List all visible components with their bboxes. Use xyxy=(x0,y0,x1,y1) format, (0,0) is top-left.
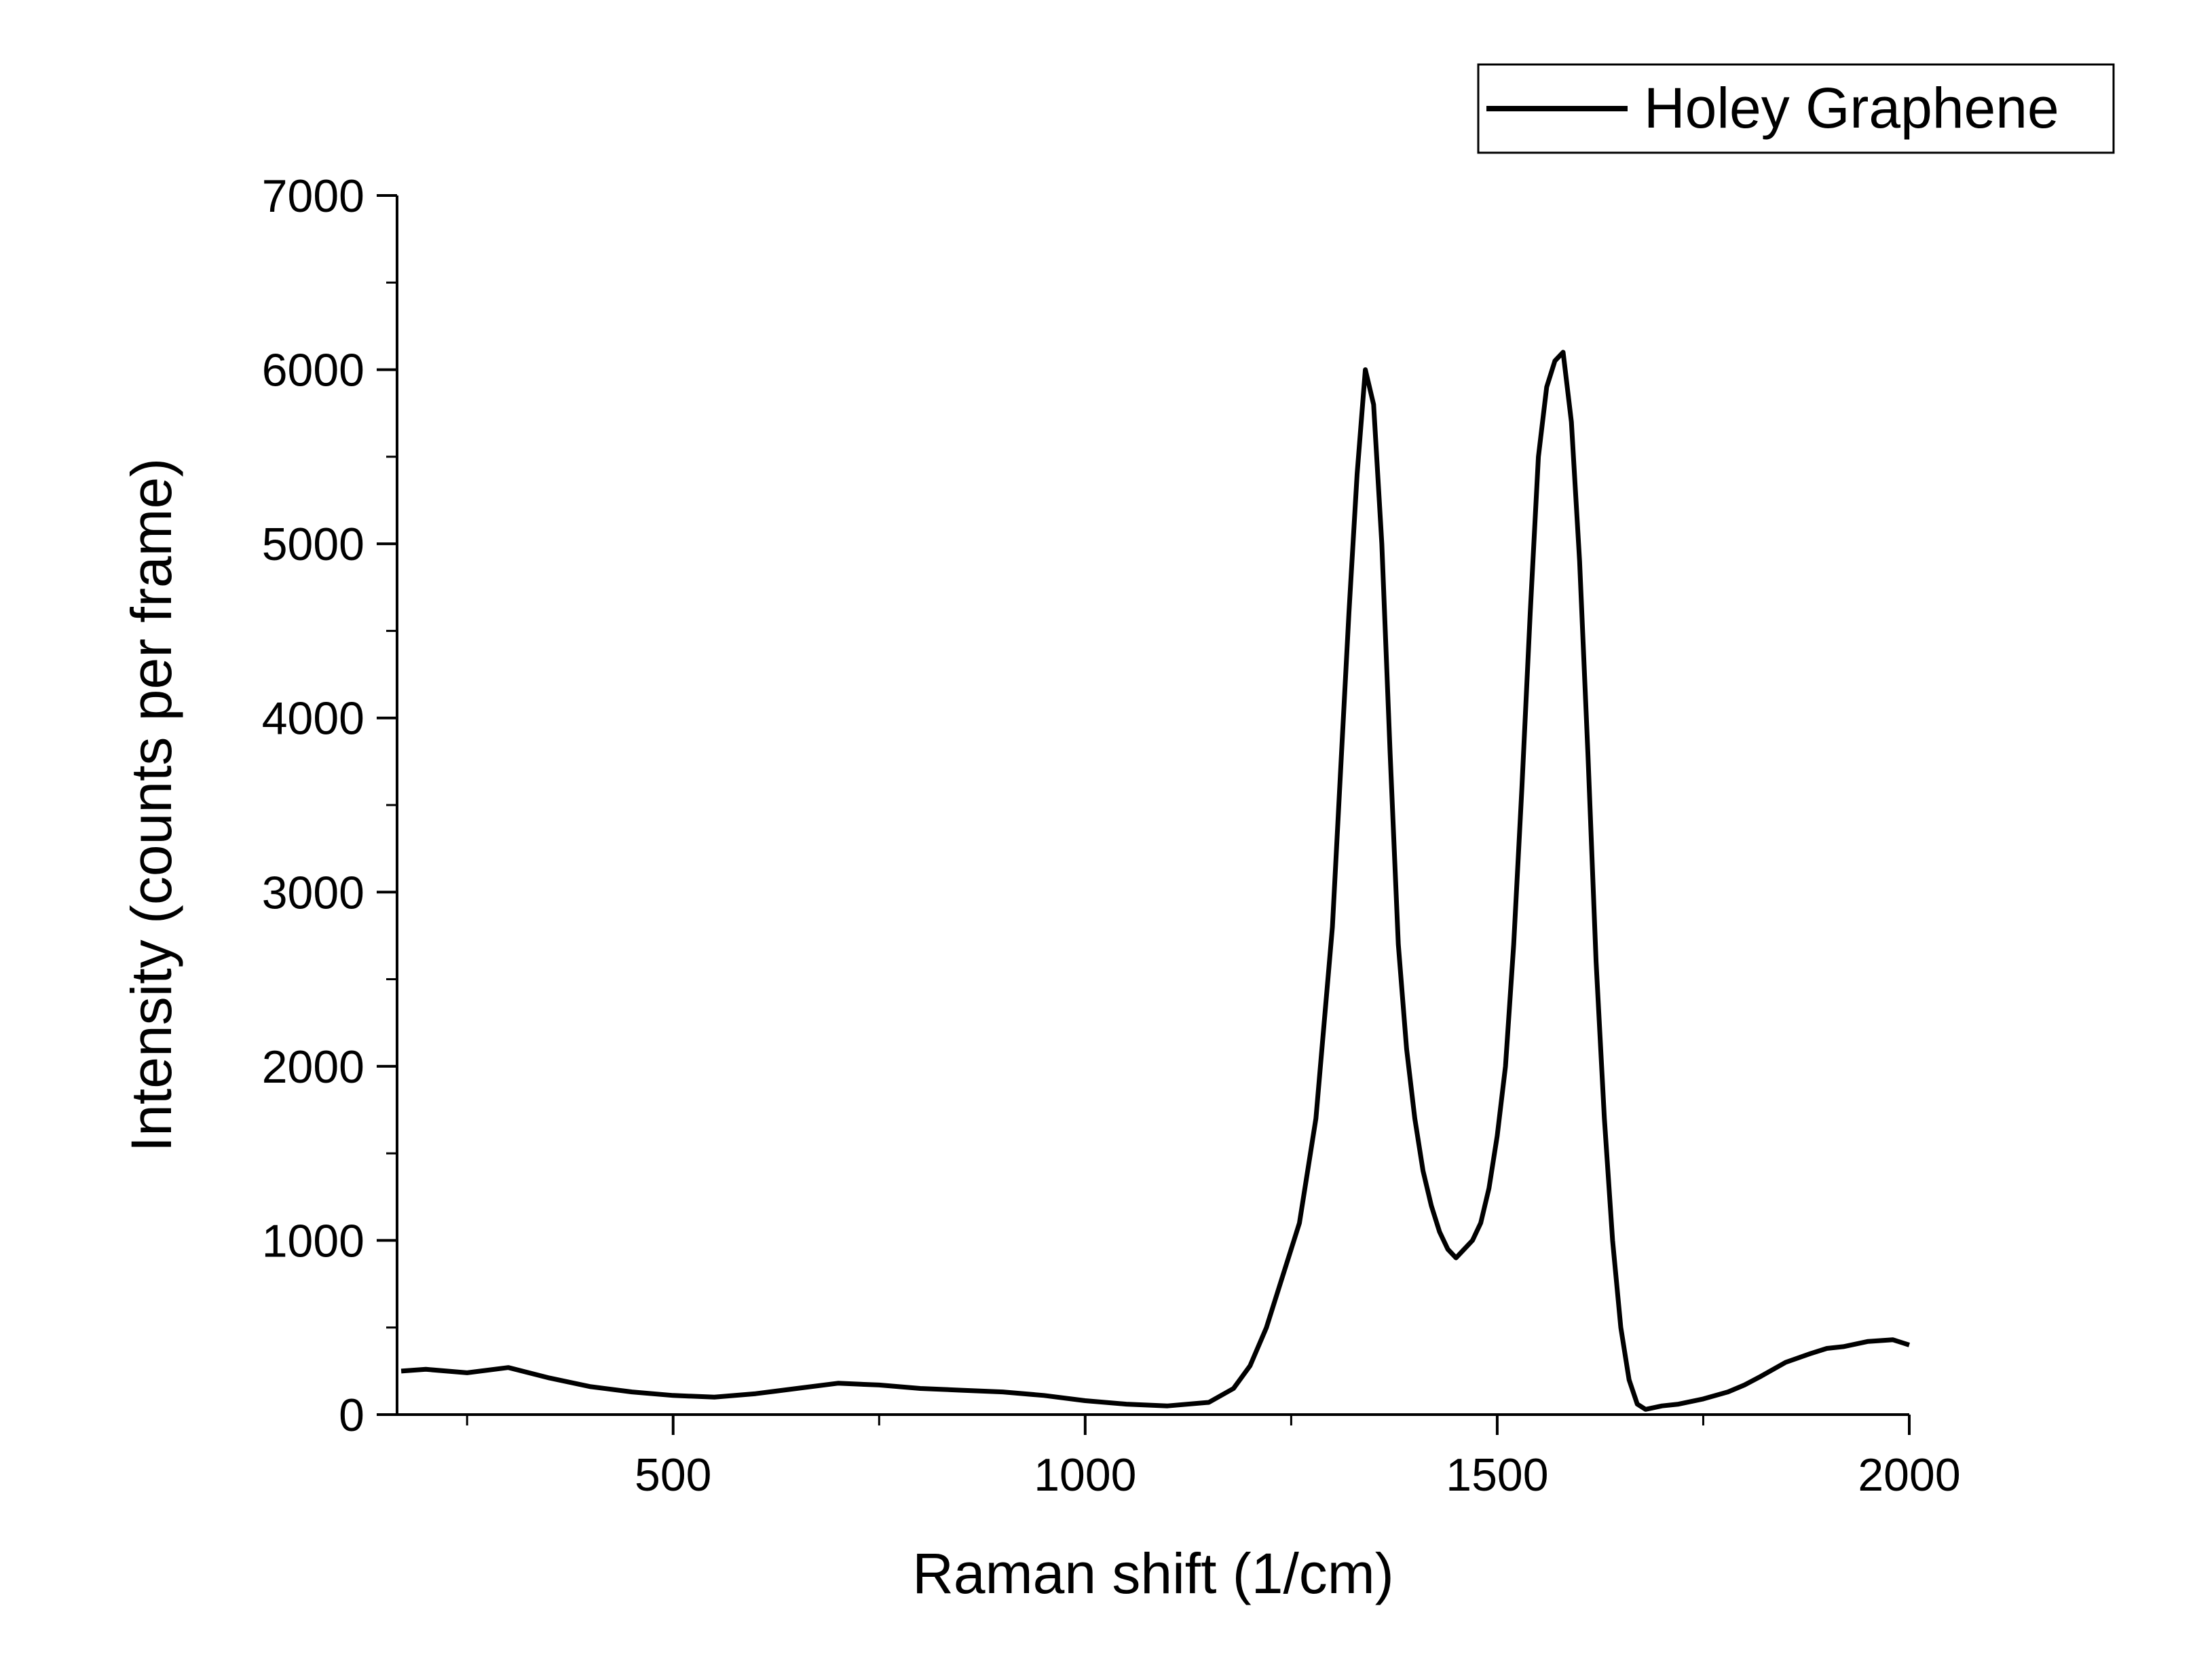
x-tick-label: 1000 xyxy=(1034,1449,1136,1501)
x-axis-title: Raman shift (1/cm) xyxy=(912,1542,1394,1605)
y-tick-label: 6000 xyxy=(262,345,364,396)
x-tick-label: 500 xyxy=(635,1449,711,1501)
y-axis-ticks: 0 1000 2000 3000 4000 5000 6000 7000 xyxy=(262,170,397,1441)
y-tick-label: 1000 xyxy=(262,1215,364,1267)
y-tick-label: 7000 xyxy=(262,170,364,222)
y-tick-label: 2000 xyxy=(262,1041,364,1093)
series-layer xyxy=(400,350,1911,1412)
y-tick-label: 0 xyxy=(339,1389,364,1441)
series-line-0 xyxy=(400,350,1911,1412)
x-tick-label: 2000 xyxy=(1858,1449,1960,1501)
legend: Holey Graphene xyxy=(1477,63,2115,154)
y-tick-label: 3000 xyxy=(262,867,364,918)
legend-label-holey-graphene: Holey Graphene xyxy=(1644,76,2059,140)
y-tick-label: 5000 xyxy=(262,519,364,570)
x-tick-label: 1500 xyxy=(1446,1449,1548,1501)
x-axis-ticks: 500 1000 1500 2000 xyxy=(466,1415,1961,1501)
y-axis-title: Intensity (counts per frame) xyxy=(119,458,183,1152)
y-tick-label: 4000 xyxy=(262,693,364,745)
